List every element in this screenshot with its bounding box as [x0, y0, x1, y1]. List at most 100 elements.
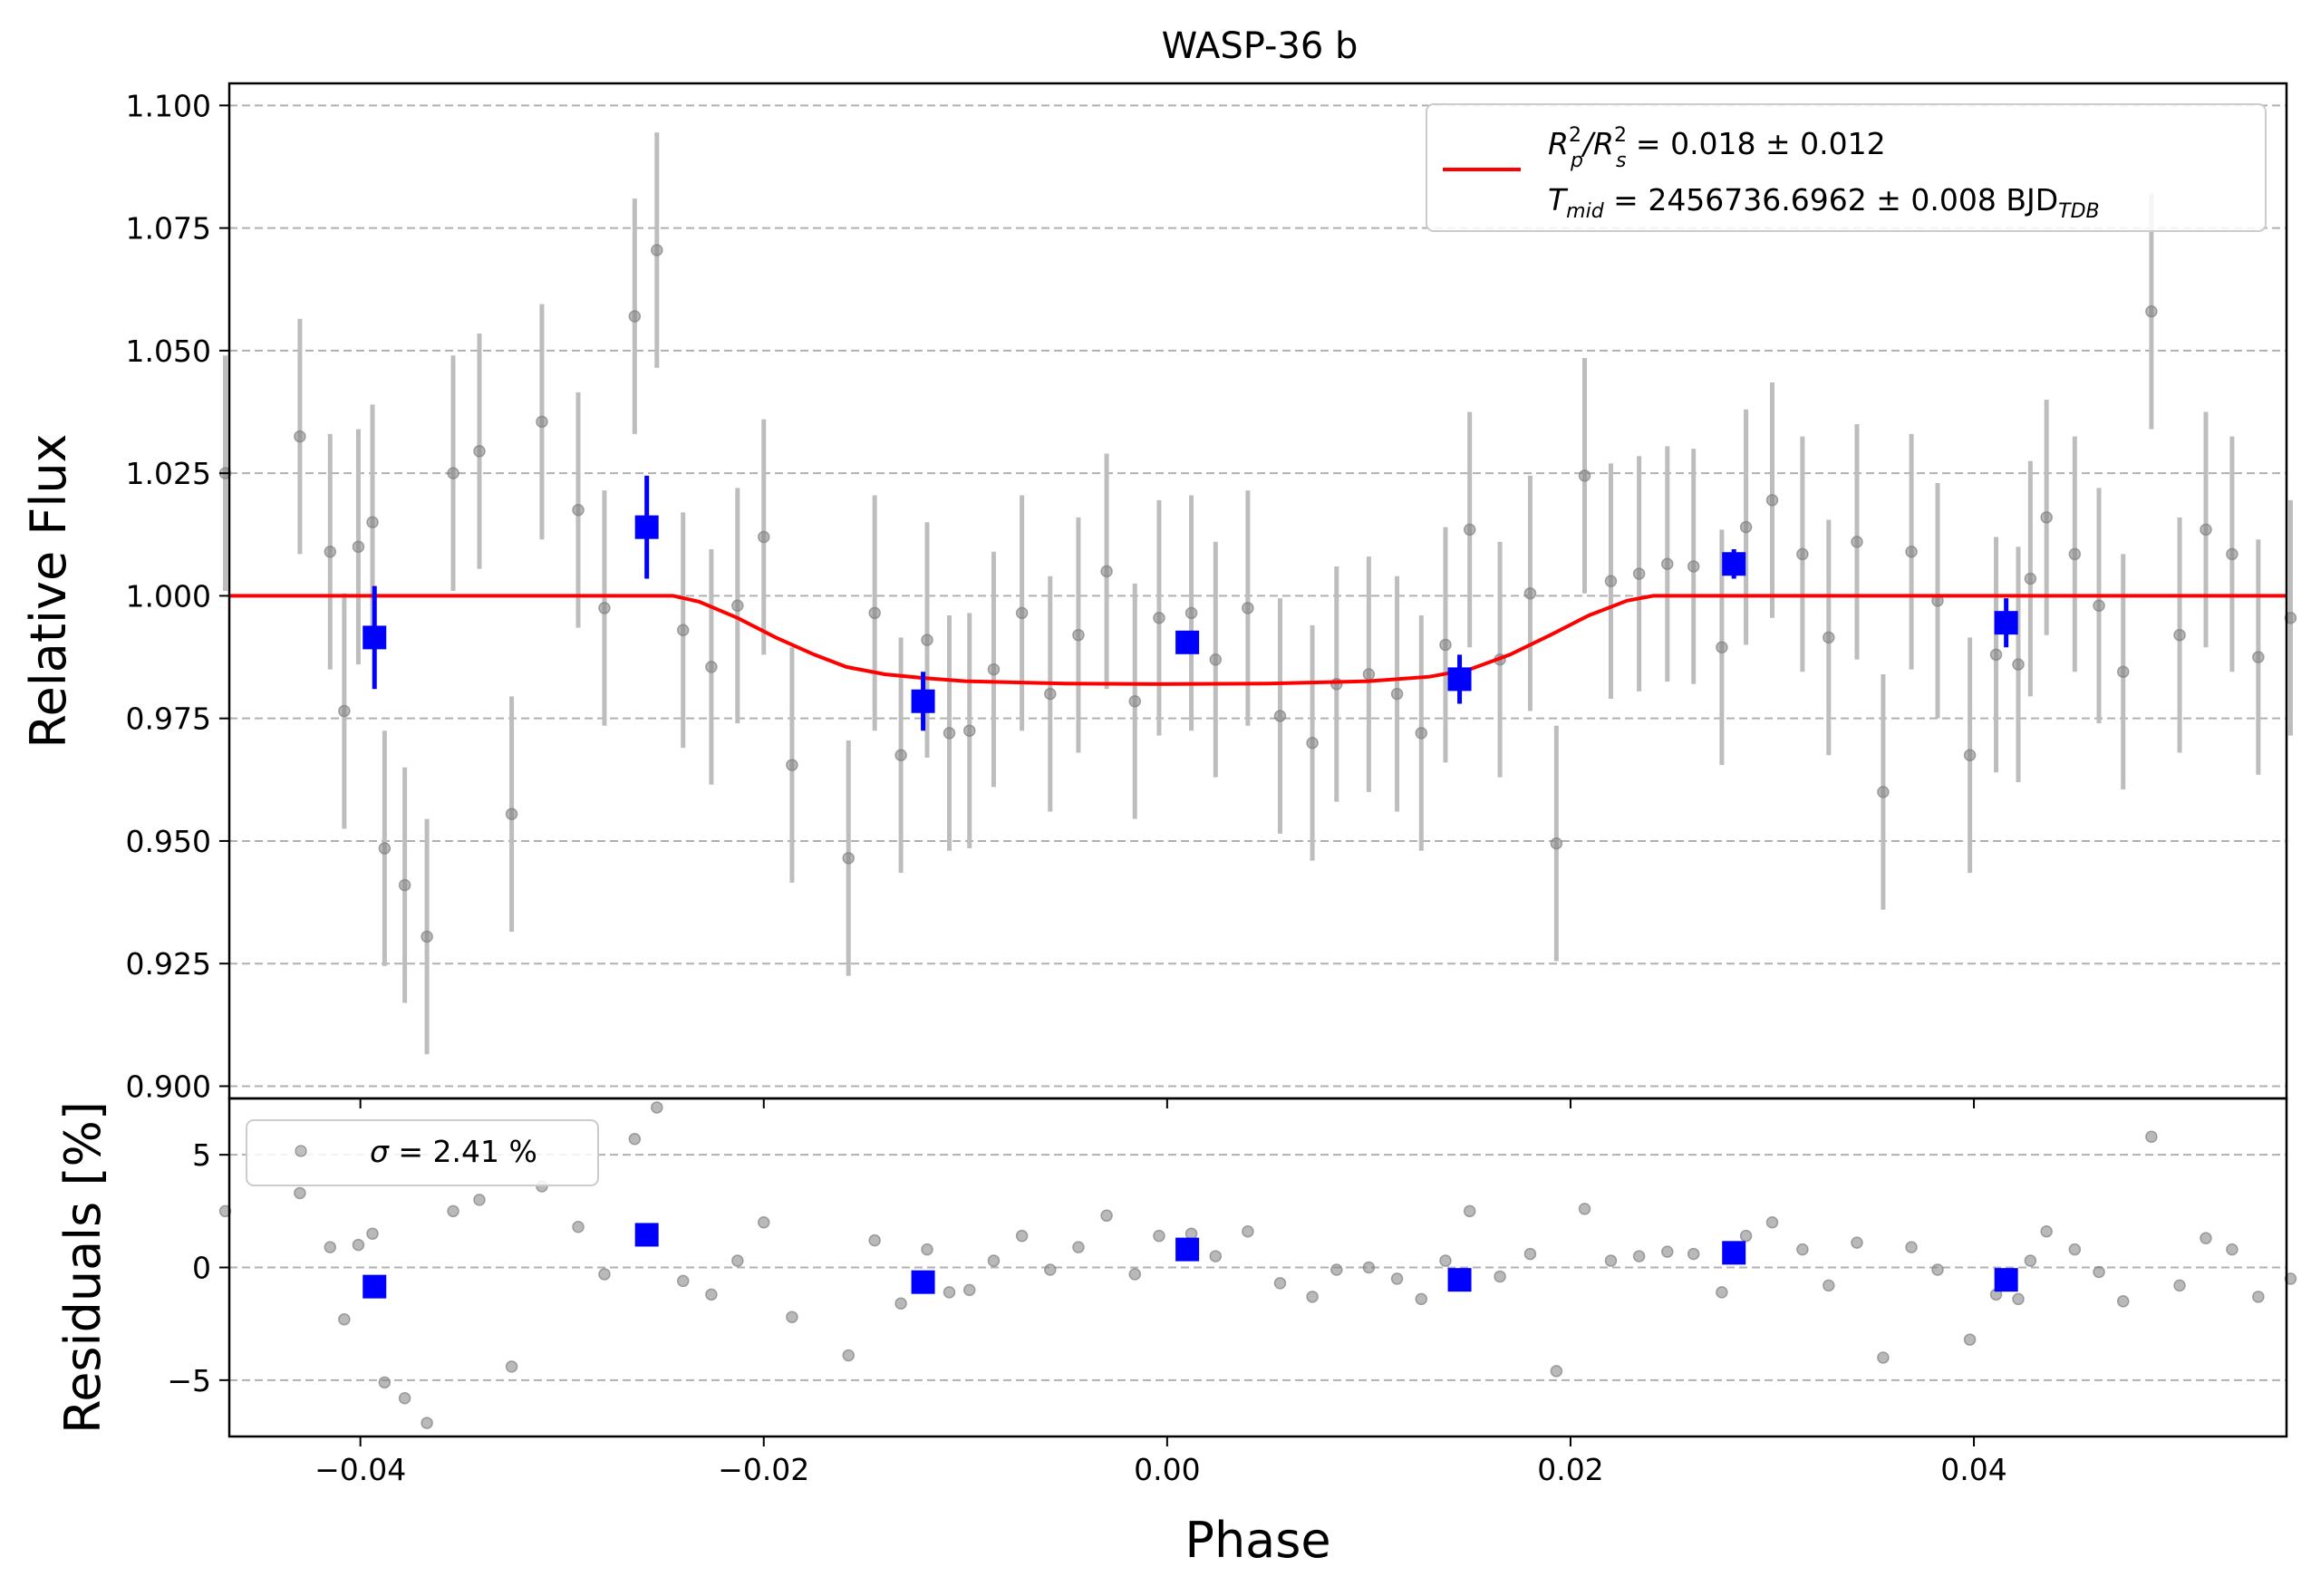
data-point: [572, 503, 585, 517]
residual-point: [2200, 1232, 2212, 1244]
data-point: [1877, 786, 1890, 798]
residual-point: [2284, 1272, 2297, 1285]
residual-point: [758, 1216, 770, 1229]
residual-point: [1796, 1243, 1809, 1256]
data-point: [366, 516, 379, 529]
residual-point: [651, 1101, 663, 1114]
data-point: [1578, 469, 1591, 482]
legend-mid-transit-entry: Tmid = 2456736.6962 ± 0.008 BJDTDB: [1548, 182, 2100, 223]
data-point: [421, 930, 433, 943]
binned-residual-point: [1175, 1237, 1200, 1262]
light-curve-y-tick-label: 1.025: [126, 456, 211, 491]
data-point: [1415, 727, 1428, 740]
residual-point: [1072, 1241, 1085, 1253]
data-point: [1523, 586, 1537, 600]
residual-point: [421, 1417, 433, 1429]
residual-point: [1015, 1229, 1029, 1243]
data-point: [2093, 599, 2105, 612]
data-point: [921, 634, 933, 646]
sigma-legend: σ = 2.41 %: [246, 1119, 599, 1186]
residual-point: [1523, 1247, 1537, 1261]
residual-point: [1330, 1263, 1343, 1276]
residual-point: [1687, 1247, 1700, 1261]
data-point: [2200, 523, 2212, 537]
residual-point: [1877, 1351, 1890, 1364]
data-point: [987, 663, 1001, 676]
data-point: [338, 704, 351, 718]
data-point: [294, 430, 306, 443]
residual-point: [1851, 1236, 1863, 1249]
residual-point: [2093, 1265, 2105, 1279]
residuals-panel: −5 0 5 −0.04 −0.02 0.00 0.02 0.04 Residuals [%…: [54, 1097, 2297, 1569]
residual-point: [2173, 1279, 2186, 1292]
residual-point: [1578, 1203, 1591, 1215]
data-point: [2226, 547, 2238, 561]
residuals-y-axis-label: Residuals [%]: [54, 1101, 111, 1434]
data-point: [1796, 547, 1809, 561]
residual-point: [987, 1254, 1001, 1267]
data-point: [378, 842, 392, 855]
data-point: [2284, 612, 2297, 624]
residual-data-points: [218, 1101, 2297, 1429]
data-point: [1765, 494, 1779, 507]
data-point: [1242, 602, 1254, 614]
residual-point: [1100, 1209, 1113, 1223]
binned-residual-point: [1722, 1241, 1746, 1265]
residual-point: [2226, 1243, 2238, 1256]
data-point: [1015, 606, 1029, 620]
data-point: [1128, 694, 1141, 708]
phase-x-tick-label: −0.04: [314, 1452, 406, 1487]
data-point: [324, 545, 337, 558]
residual-point: [1044, 1263, 1057, 1276]
residual-point: [2068, 1243, 2082, 1256]
data-point: [1716, 641, 1728, 653]
data-point: [1463, 523, 1476, 537]
data-point: [676, 624, 690, 637]
data-point: [1905, 545, 1918, 558]
data-point: [786, 759, 798, 771]
residual-point: [842, 1349, 855, 1362]
light-curve-y-tick-label: 0.950: [126, 824, 211, 859]
data-point: [943, 727, 956, 740]
residual-point: [2040, 1224, 2053, 1238]
residual-point: [1604, 1254, 1618, 1267]
residual-point: [1632, 1250, 1646, 1262]
data-point: [1632, 567, 1646, 580]
residuals-y-tick-label: 0: [192, 1251, 211, 1286]
residual-point: [294, 1186, 306, 1200]
residual-point: [218, 1204, 232, 1218]
light-curve-y-tick-label: 1.000: [126, 578, 211, 614]
data-point: [731, 599, 744, 612]
data-point: [758, 530, 770, 544]
sigma-legend-marker-sample: [295, 1145, 307, 1157]
residual-point: [598, 1268, 611, 1281]
data-point: [868, 606, 881, 620]
binned-point: [1722, 552, 1746, 576]
data-point: [1989, 648, 2003, 662]
residual-point: [2012, 1292, 2025, 1306]
light-curve-y-tick-label: 0.925: [126, 946, 211, 982]
residual-point: [1931, 1263, 1944, 1276]
residual-point: [447, 1204, 459, 1218]
data-point: [2173, 628, 2186, 642]
binned-point: [634, 515, 659, 539]
residual-point: [1661, 1245, 1674, 1258]
data-point: [473, 445, 486, 458]
residual-point: [731, 1254, 744, 1267]
data-point: [536, 415, 548, 429]
sigma-legend-label: σ = 2.41 %: [370, 1134, 537, 1169]
chart-title: WASP-36 b: [1162, 25, 1359, 67]
data-point: [1273, 710, 1287, 722]
light-curve-y-tick-label: 0.975: [126, 701, 211, 737]
residual-point: [1242, 1224, 1254, 1238]
phase-x-axis: −0.04 −0.02 0.00 0.02 0.04: [314, 1436, 2007, 1487]
data-point: [1739, 520, 1753, 534]
data-point: [894, 749, 907, 762]
transit-model-series: [229, 594, 2287, 686]
data-point: [1153, 612, 1165, 624]
data-point: [1044, 687, 1057, 701]
data-point: [1661, 557, 1674, 570]
residual-point: [2024, 1254, 2037, 1267]
residual-point: [1415, 1292, 1428, 1306]
residual-point: [378, 1376, 392, 1389]
